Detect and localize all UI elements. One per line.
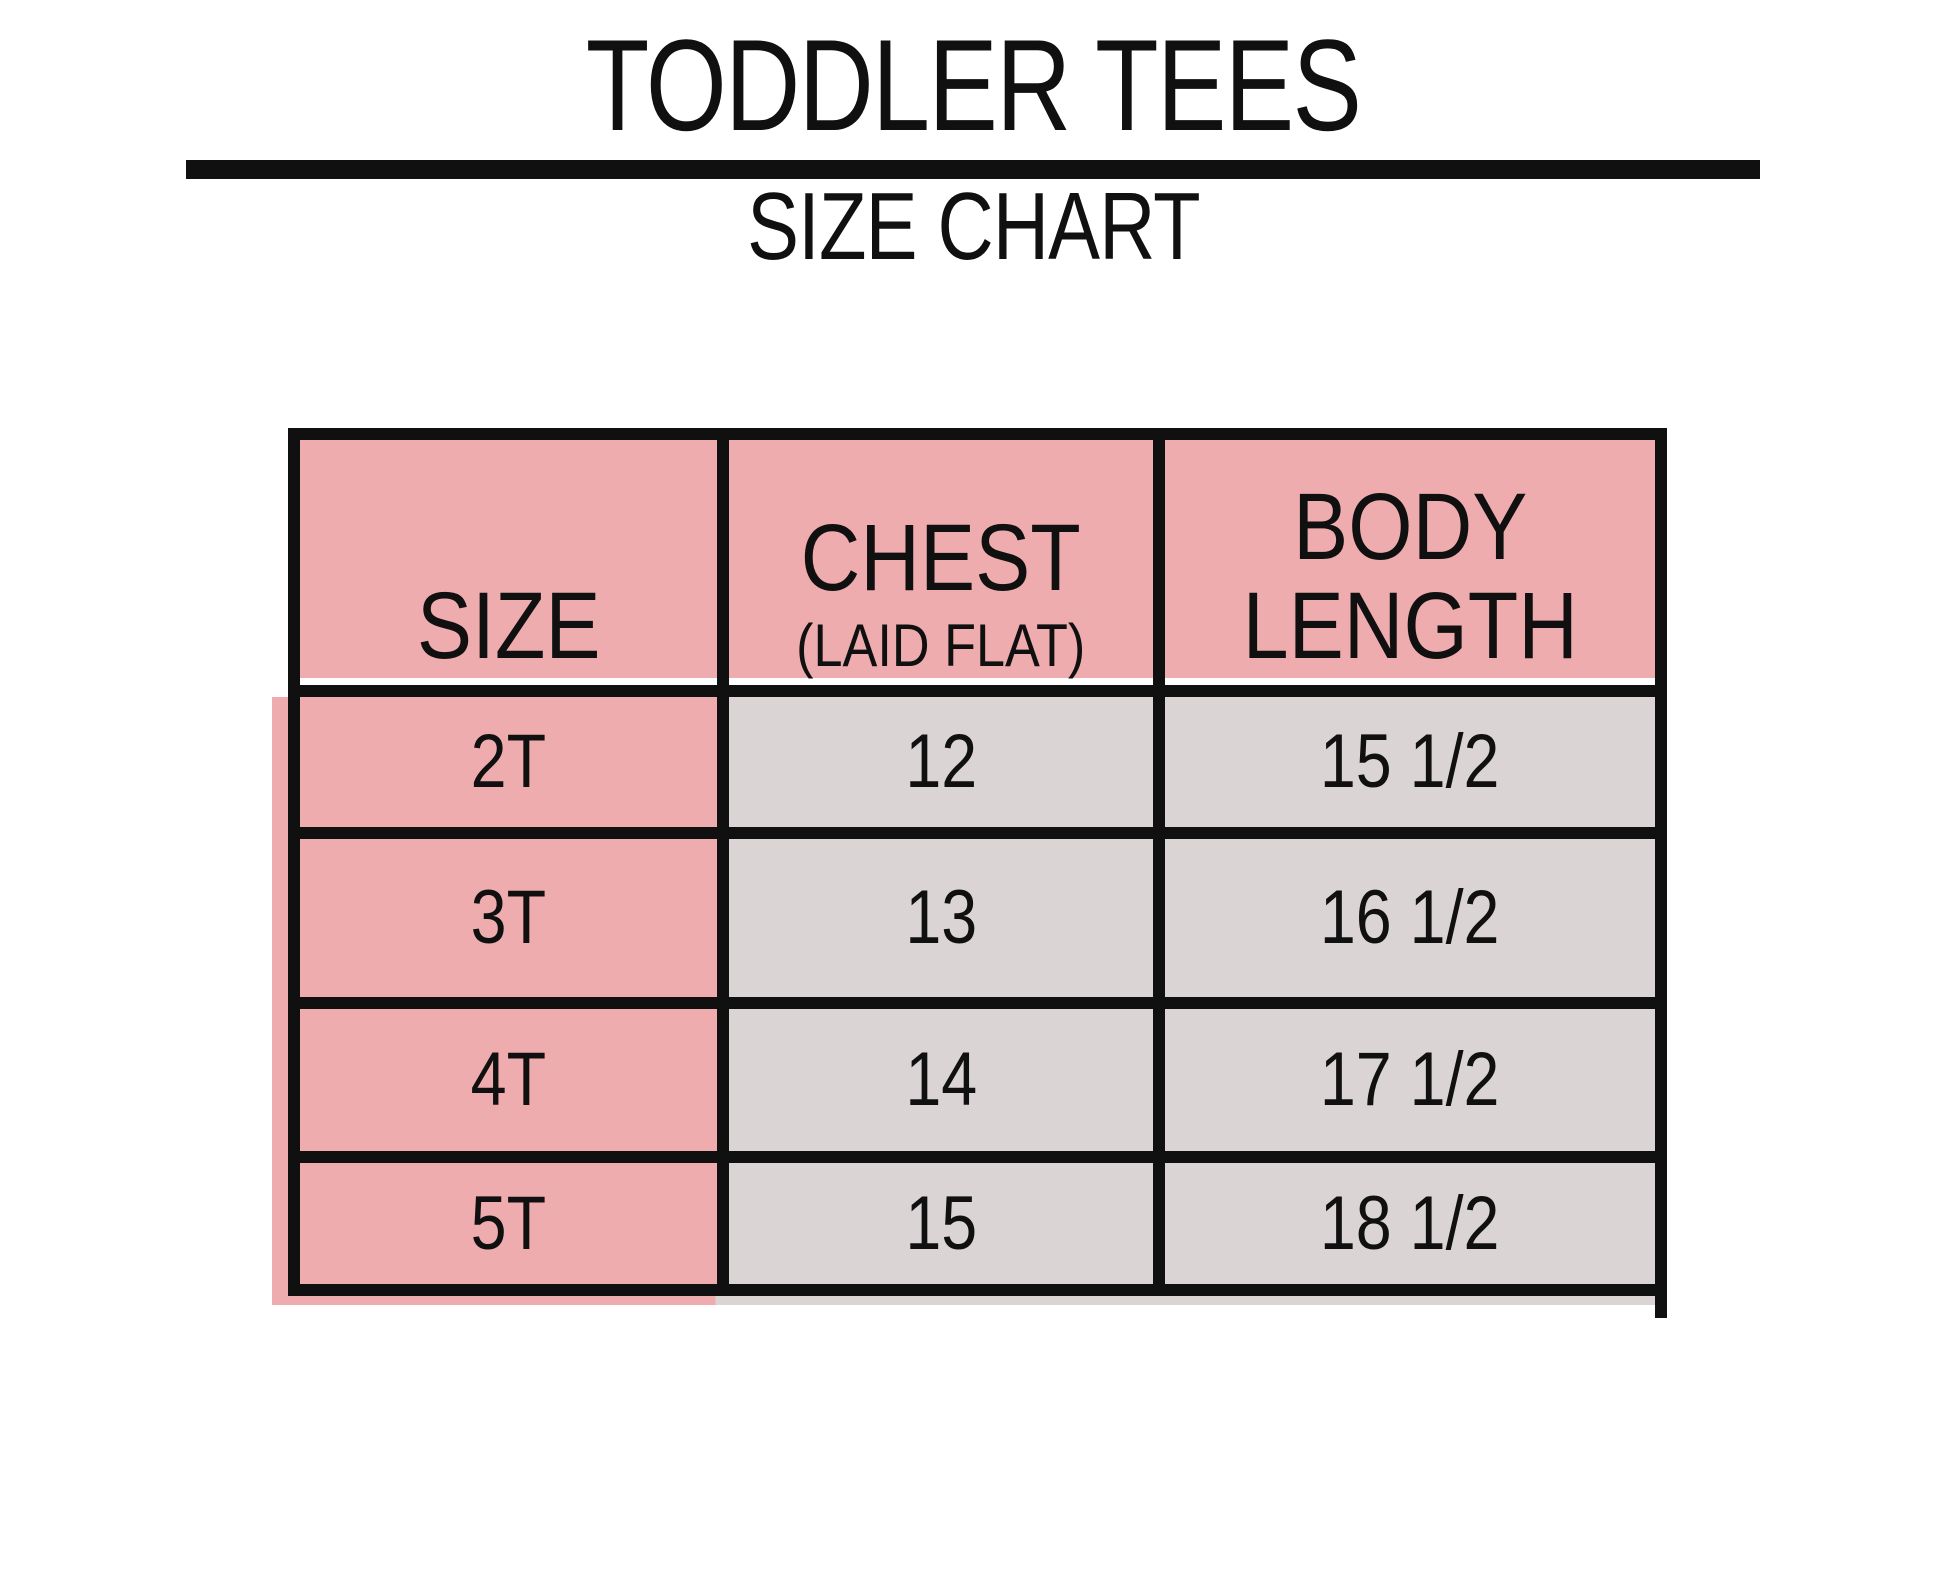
table-row-3t-chest-cell: 13 [729,839,1153,997]
header-size-wrap: SIZE [302,577,716,676]
body-length-value: 18 1/2 [1320,1180,1500,1266]
chest-value: 15 [905,1180,977,1266]
table-row-3t-size-cell: 3T [300,839,717,997]
header-body-length-wrap: BODY LENGTH [1167,478,1653,676]
size-chart-grid: SIZE CHEST (LAID FLAT) BODY LENGTH 2T 12… [288,428,1667,1296]
table-row-2t-chest-cell: 12 [729,697,1153,827]
header-chest-sublabel: (LAID FLAT) [796,612,1086,679]
table-row-2t-body-length-cell: 15 1/2 [1165,697,1655,827]
table-row-2t-size-cell: 2T [300,697,717,827]
page-subtitle-text: SIZE CHART [746,173,1201,280]
body-length-value: 16 1/2 [1320,875,1500,960]
right-border-overshoot [1655,1296,1667,1318]
chest-value: 14 [905,1037,977,1122]
bottom-fill-bleed [288,1296,1667,1305]
body-length-value: 17 1/2 [1320,1037,1500,1122]
table-row-4t-body-length-cell: 17 1/2 [1165,1009,1655,1151]
header-chest-wrap: CHEST (LAID FLAT) [731,509,1152,676]
size-value: 5T [470,1180,547,1266]
page-title: TODDLER TEES [0,20,1946,150]
page-title-text: TODDLER TEES [585,12,1362,158]
header-cell-chest: CHEST (LAID FLAT) [729,440,1153,685]
header-size-label: SIZE [416,573,601,680]
table-row-4t-size-cell: 4T [300,1009,717,1151]
table-row-4t-chest-cell: 14 [729,1009,1153,1151]
table-row-3t-body-length-cell: 16 1/2 [1165,839,1655,997]
table-row-5t-body-length-cell: 18 1/2 [1165,1163,1655,1284]
table-row-5t-chest-cell: 15 [729,1163,1153,1284]
header-cell-body-length: BODY LENGTH [1165,440,1655,685]
size-chart-table: SIZE CHEST (LAID FLAT) BODY LENGTH 2T 12… [272,428,1667,1318]
title-divider-rule [186,160,1760,179]
chest-value: 12 [905,719,977,804]
size-value: 4T [470,1037,547,1122]
page-subtitle: SIZE CHART [0,179,1946,275]
size-value: 2T [470,719,547,804]
size-value: 3T [470,875,547,960]
body-length-value: 15 1/2 [1320,719,1500,804]
header-chest-label: CHEST [800,505,1082,612]
chest-value: 13 [905,875,977,960]
header-cell-size: SIZE [300,440,717,685]
left-fill-bleed [272,697,288,1305]
table-row-5t-size-cell: 5T [300,1163,717,1284]
header-body-length-label: BODY LENGTH [1242,474,1578,680]
